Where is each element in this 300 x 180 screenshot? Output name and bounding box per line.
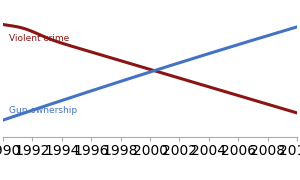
Text: Violent crime: Violent crime xyxy=(9,34,69,43)
Text: Gun ownership: Gun ownership xyxy=(9,106,77,115)
